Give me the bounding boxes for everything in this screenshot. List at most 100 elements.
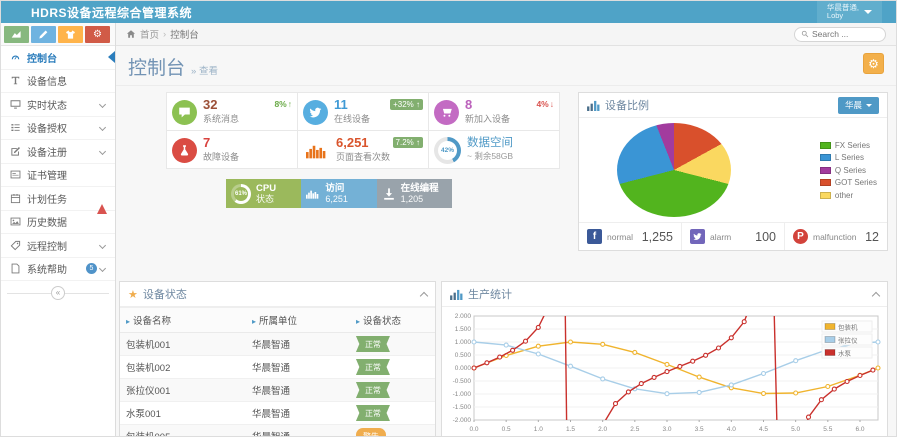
sidebar-item-device-registration[interactable]: 设备注册: [1, 140, 115, 164]
page-header: 控制台 » 查看 ⚙: [116, 46, 896, 86]
footer-stat-label: normal: [607, 231, 633, 242]
quick-shirt-button[interactable]: [58, 25, 83, 43]
search-box[interactable]: [794, 26, 886, 42]
visits-tile[interactable]: 访问 6,251: [301, 179, 377, 208]
user-org: 华晨普通,: [826, 3, 859, 12]
stat-card-data-space[interactable]: 42% 数据空间 ~ 剩余58GB: [428, 130, 560, 169]
stat-card-online-devices[interactable]: 11 在线设备 +32% ↑: [297, 92, 429, 131]
table-row[interactable]: 包装机001 华晨智通 正常: [120, 332, 435, 356]
stat-delta: 8%: [274, 99, 287, 109]
sidebar-item-system-help[interactable]: 系统帮助 5: [1, 258, 115, 281]
user-menu[interactable]: 华晨普通, Loby: [816, 1, 882, 23]
status-badge: 正常: [355, 382, 390, 398]
sidebar-item-label: 证书管理: [27, 171, 67, 183]
bottom-panels-row: ★ 设备状态 ▸ 设备名称 ▸ 所属单位 ▸ 设备状态: [116, 251, 896, 436]
chat-bubble-icon: [172, 100, 197, 125]
legend-swatch: [819, 154, 831, 161]
sidebar-item-realtime-status[interactable]: 实时状态: [1, 93, 115, 117]
stat-value: 32: [203, 97, 218, 112]
device-ratio-footer: f normal 1,255 alarm 100 P: [579, 222, 887, 250]
image-icon: [10, 216, 27, 227]
breadcrumb-home[interactable]: 首页: [140, 30, 160, 41]
quick-settings-button[interactable]: ⚙: [85, 25, 110, 43]
search-input[interactable]: [812, 29, 879, 39]
table-row[interactable]: 包装机002 华晨智通 正常: [120, 355, 435, 379]
online-programming-tile[interactable]: 在线编程 1,205: [376, 179, 452, 208]
chevron-down-icon: [98, 147, 107, 155]
table-row[interactable]: 水泵001 华晨智通 正常: [120, 401, 435, 425]
column-header-status[interactable]: ▸ 设备状态: [349, 307, 435, 333]
stat-card-faulty-devices[interactable]: 7 故障设备: [166, 130, 298, 169]
sidebar-item-device-info[interactable]: 设备信息: [1, 70, 115, 93]
sidebar: ⚙ 控制台 设备信息 实时状态 设: [1, 23, 116, 436]
svg-text:5.0: 5.0: [791, 426, 800, 433]
column-header-device-name[interactable]: ▸ 设备名称: [120, 307, 246, 333]
twitter-icon: [690, 229, 705, 244]
svg-text:-1.500: -1.500: [453, 404, 472, 411]
svg-text:2.5: 2.5: [630, 426, 639, 433]
sidebar-item-certificate-management[interactable]: 证书管理: [1, 164, 115, 187]
chevron-down-icon: [98, 124, 107, 132]
twitter-bird-icon: [303, 100, 328, 125]
status-cell: 正常: [349, 355, 435, 379]
sidebar-collapse-button[interactable]: «: [51, 286, 65, 300]
column-header-unit[interactable]: ▸ 所属单位: [246, 307, 350, 333]
arrow-up-icon: ↑: [416, 100, 420, 109]
body-row: ⚙ 控制台 设备信息 实时状态 设: [1, 23, 896, 436]
page-subtitle: » 查看: [191, 66, 218, 77]
sidebar-item-console[interactable]: 控制台: [1, 46, 115, 70]
table-row[interactable]: 张拉仪001 华晨智通 正常: [120, 378, 435, 402]
production-statistics-panel: 生产统计 2.000 1.500 1.000 0.500 0.000 -0.500 -1.0…: [441, 281, 888, 436]
chevron-up-icon[interactable]: [871, 291, 881, 300]
stats-column: 32 系统消息 8% ↑ 11 在线设备: [126, 92, 578, 208]
unit-cell: 华晨智通: [246, 332, 350, 356]
device-ratio-panel-header: 设备比例 华晨: [579, 93, 887, 118]
legend-label: GOT Series: [834, 178, 877, 187]
sidebar-item-scheduled-tasks[interactable]: 计划任务 !: [1, 187, 115, 215]
pie-legend-item: Q Series: [819, 165, 877, 175]
cart-icon: [434, 100, 459, 125]
cpu-percent: 61%: [234, 186, 248, 201]
pie-legend-item: L Series: [819, 153, 877, 162]
footer-stat-value: 100: [755, 229, 776, 244]
sidebar-collapse-bar: «: [1, 286, 115, 301]
device-ratio-pie-chart: [617, 123, 731, 217]
progress-ring: 42%: [434, 137, 461, 164]
pie-legend-item: other: [819, 191, 877, 200]
download-icon: [383, 187, 394, 200]
legend-label: Q Series: [834, 165, 867, 175]
stats-grid: 32 系统消息 8% ↑ 11 在线设备: [166, 92, 578, 169]
stat-card-system-messages[interactable]: 32 系统消息 8% ↑: [166, 92, 298, 131]
sidebar-item-label: 实时状态: [27, 100, 67, 112]
page-settings-button[interactable]: ⚙: [863, 53, 884, 74]
device-name-cell: 包装机002: [120, 355, 246, 379]
unit-cell: 华晨智通: [246, 378, 350, 402]
ratio-filter-button[interactable]: 华晨: [837, 96, 879, 114]
sidebar-item-remote-control[interactable]: 远程控制: [1, 234, 115, 258]
list-icon: [10, 122, 27, 133]
sidebar-item-history-data[interactable]: 历史数据: [1, 211, 115, 234]
chevron-up-icon[interactable]: [419, 291, 429, 300]
legend-label: L Series: [834, 153, 864, 162]
stat-label: 系统消息: [203, 114, 240, 124]
stat-title: 数据空间: [467, 137, 513, 149]
stat-card-new-devices[interactable]: 8 新加入设备 4% ↓: [428, 92, 560, 131]
table-row[interactable]: 包装机005华晨智通警告: [120, 424, 435, 436]
quick-chart-button[interactable]: [4, 25, 29, 43]
quick-edit-button[interactable]: [31, 25, 56, 43]
panel-title: 设备状态: [142, 289, 187, 301]
breadcrumb-separator: ›: [163, 28, 167, 40]
stat-card-page-views[interactable]: 6,251 页面查看次数 7.2% ↑: [297, 130, 429, 169]
status-cell: 正常: [349, 378, 435, 402]
sidebar-item-label: 计划任务: [27, 194, 67, 206]
facebook-icon: f: [587, 229, 602, 244]
sidebar-item-device-authorization[interactable]: 设备授权: [1, 117, 115, 140]
breadcrumb-current: 控制台: [170, 30, 199, 41]
sidebar-nav: 控制台 设备信息 实时状态 设备授权: [1, 46, 115, 281]
tile-sub: 状态: [256, 193, 275, 204]
warning-icon: !: [97, 193, 108, 215]
cpu-tile[interactable]: 61% CPU 状态: [226, 179, 302, 208]
footer-stat-normal: f normal 1,255: [579, 223, 682, 250]
pencil-icon: [39, 30, 48, 38]
svg-text:1.000: 1.000: [455, 339, 472, 346]
